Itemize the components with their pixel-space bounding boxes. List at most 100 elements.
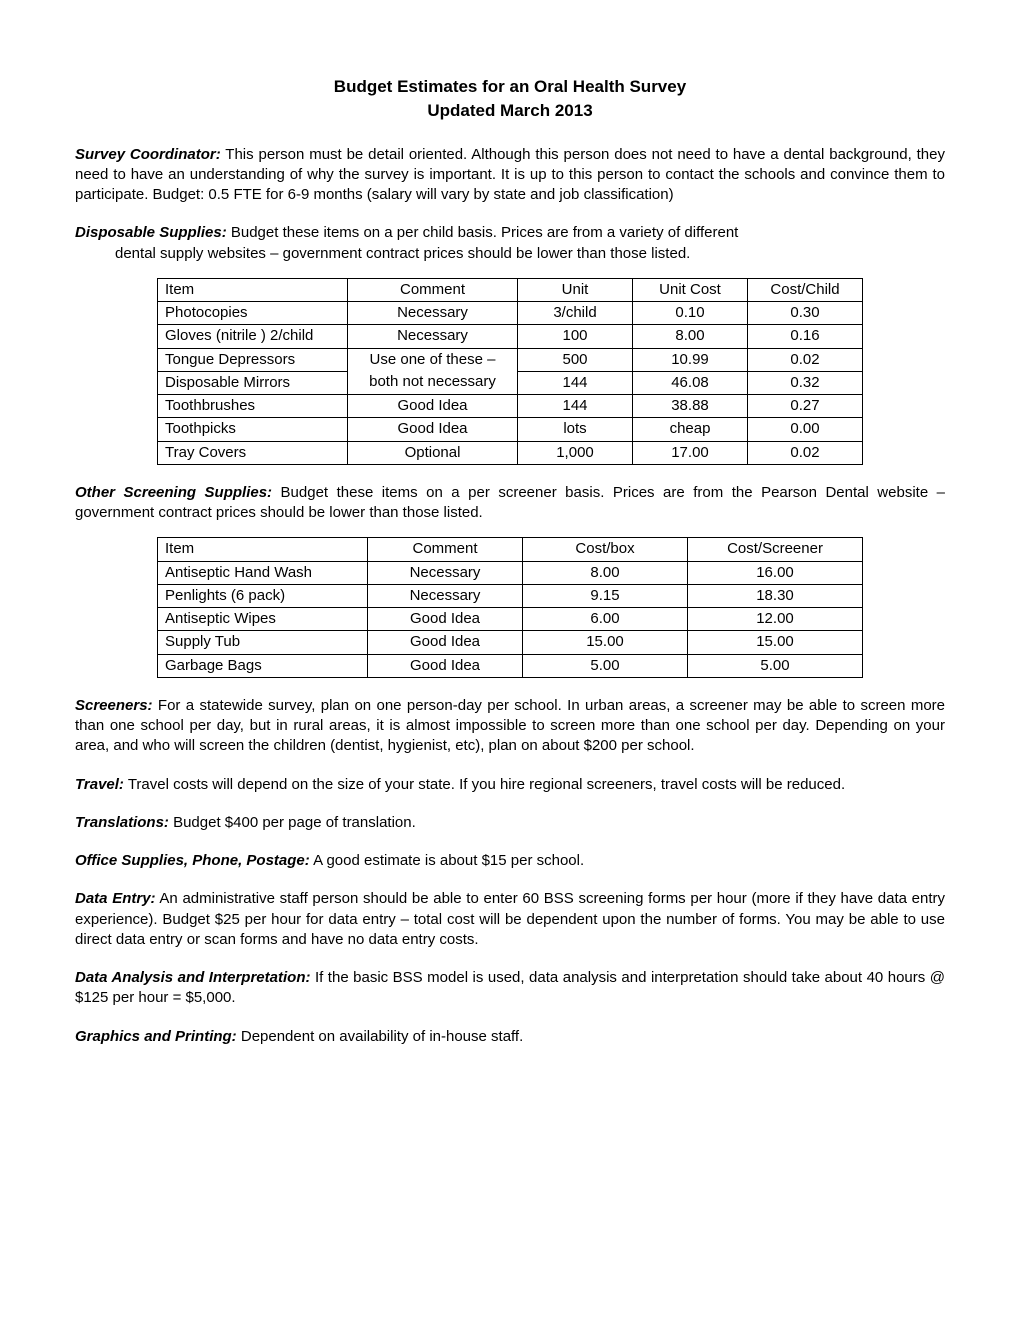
text-travel: Travel costs will depend on the size of … [124,776,845,793]
table-cell: 18.30 [688,584,863,607]
table-cell: Good Idea [348,395,518,418]
label-other: Other Screening Supplies: [75,484,272,501]
table-cell: Supply Tub [158,631,368,654]
table-row: Antiseptic WipesGood Idea6.0012.00 [158,608,863,631]
table-row: Tongue DepressorsUse one of these –50010… [158,348,863,371]
table-cell: 8.00 [633,325,748,348]
label-translations: Translations: [75,814,169,831]
table-cell: Disposable Mirrors [158,371,348,394]
table-cell: 8.00 [523,561,688,584]
label-travel: Travel: [75,776,124,793]
table-cell: 10.99 [633,348,748,371]
table-cell: Use one of these – [348,348,518,371]
table-row: Gloves (nitrile ) 2/childNecessary1008.0… [158,325,863,348]
text-office: A good estimate is about $15 per school. [310,852,584,869]
table-row: Penlights (6 pack)Necessary9.1518.30 [158,584,863,607]
table-cell: 38.88 [633,395,748,418]
table-cell: 1,000 [518,441,633,464]
label-dataentry: Data Entry: [75,890,156,907]
table-cell: Necessary [368,561,523,584]
table-cell: 15.00 [688,631,863,654]
table-cell: Optional [348,441,518,464]
table-cell: 5.00 [688,654,863,677]
table-cell: Photocopies [158,302,348,325]
table-cell: 0.02 [748,348,863,371]
table-cell: Tray Covers [158,441,348,464]
label-coordinator: Survey Coordinator: [75,146,221,163]
table-cell: 144 [518,371,633,394]
table-cell: 5.00 [523,654,688,677]
table-cell: both not necessary [348,371,518,394]
text-translations: Budget $400 per page of translation. [169,814,416,831]
table-cell: Good Idea [368,631,523,654]
table-cell: 46.08 [633,371,748,394]
table-cell: Necessary [348,302,518,325]
title-line-2: Updated March 2013 [75,99,945,123]
th-comment: Comment [348,278,518,301]
table-cell: 100 [518,325,633,348]
table-cell: Toothpicks [158,418,348,441]
table-row: Tray CoversOptional1,00017.000.02 [158,441,863,464]
th-costbox: Cost/box [523,538,688,561]
section-analysis: Data Analysis and Interpretation: If the… [75,968,945,1009]
table-row: PhotocopiesNecessary3/child0.100.30 [158,302,863,325]
text-disposable-2: dental supply websites – government cont… [75,244,945,264]
th-costchild: Cost/Child [748,278,863,301]
table-other-supplies: Item Comment Cost/box Cost/Screener Anti… [157,537,863,678]
section-other: Other Screening Supplies: Budget these i… [75,483,945,524]
text-graphics: Dependent on availability of in-house st… [237,1028,524,1045]
table-cell: Tongue Depressors [158,348,348,371]
th-item: Item [158,278,348,301]
th-costscreener: Cost/Screener [688,538,863,561]
label-graphics: Graphics and Printing: [75,1028,237,1045]
table-row: ToothbrushesGood Idea14438.880.27 [158,395,863,418]
table-row: Garbage BagsGood Idea5.005.00 [158,654,863,677]
table-row: Item Comment Unit Unit Cost Cost/Child [158,278,863,301]
table-cell: 0.30 [748,302,863,325]
table-cell: Good Idea [368,608,523,631]
table-cell: 0.32 [748,371,863,394]
table-cell: 0.02 [748,441,863,464]
table-row: ToothpicksGood Idealotscheap0.00 [158,418,863,441]
section-screeners: Screeners: For a statewide survey, plan … [75,696,945,757]
table-cell: 15.00 [523,631,688,654]
table-row: Supply TubGood Idea15.0015.00 [158,631,863,654]
th-item: Item [158,538,368,561]
table-row: Disposable Mirrorsboth not necessary1444… [158,371,863,394]
table-cell: 17.00 [633,441,748,464]
table-cell: Antiseptic Wipes [158,608,368,631]
section-dataentry: Data Entry: An administrative staff pers… [75,889,945,950]
table-cell: 12.00 [688,608,863,631]
label-office: Office Supplies, Phone, Postage: [75,852,310,869]
table-cell: 9.15 [523,584,688,607]
table-cell: cheap [633,418,748,441]
th-unit: Unit [518,278,633,301]
th-comment: Comment [368,538,523,561]
table-cell: Antiseptic Hand Wash [158,561,368,584]
text-dataentry: An administrative staff person should be… [75,890,945,948]
table-cell: Necessary [368,584,523,607]
text-screeners: For a statewide survey, plan on one pers… [75,697,945,755]
table-disposable-supplies: Item Comment Unit Unit Cost Cost/Child P… [157,278,863,465]
table-cell: 3/child [518,302,633,325]
label-analysis: Data Analysis and Interpretation: [75,969,310,986]
table-cell: Penlights (6 pack) [158,584,368,607]
section-graphics: Graphics and Printing: Dependent on avai… [75,1027,945,1047]
section-office: Office Supplies, Phone, Postage: A good … [75,851,945,871]
section-disposable: Disposable Supplies: Budget these items … [75,223,945,264]
table-cell: 0.10 [633,302,748,325]
table-cell: 144 [518,395,633,418]
text-disposable-1: Budget these items on a per child basis.… [227,224,739,241]
table-cell: 0.27 [748,395,863,418]
table-row: Antiseptic Hand WashNecessary8.0016.00 [158,561,863,584]
label-screeners: Screeners: [75,697,153,714]
section-translations: Translations: Budget $400 per page of tr… [75,813,945,833]
section-coordinator: Survey Coordinator: This person must be … [75,145,945,206]
table-cell: Garbage Bags [158,654,368,677]
table-cell: 0.00 [748,418,863,441]
table-cell: 16.00 [688,561,863,584]
table-cell: lots [518,418,633,441]
label-disposable: Disposable Supplies: [75,224,227,241]
table-row: Item Comment Cost/box Cost/Screener [158,538,863,561]
title-line-1: Budget Estimates for an Oral Health Surv… [75,75,945,99]
